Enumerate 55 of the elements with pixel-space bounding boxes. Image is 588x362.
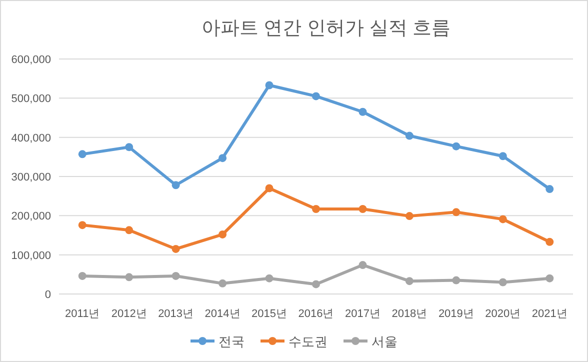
point bbox=[218, 154, 227, 162]
point bbox=[546, 238, 554, 246]
point bbox=[546, 274, 554, 282]
y-tick-label: 400,000 bbox=[11, 132, 51, 144]
x-tick-label: 2017년 bbox=[344, 308, 380, 320]
point bbox=[218, 230, 227, 238]
point bbox=[265, 274, 274, 282]
x-tick-label: 2011년 bbox=[65, 308, 100, 320]
point bbox=[312, 205, 320, 214]
x-tick-label: 2021년 bbox=[532, 308, 568, 320]
point bbox=[172, 272, 180, 280]
point bbox=[452, 276, 460, 284]
point bbox=[358, 108, 367, 116]
legend-label: 수도권 bbox=[288, 334, 328, 349]
legend-label: 서울 bbox=[372, 334, 398, 349]
point bbox=[125, 143, 134, 152]
point bbox=[452, 208, 460, 216]
x-tick-label: 2015년 bbox=[252, 308, 288, 320]
y-tick-label: 100,000 bbox=[11, 250, 51, 262]
point bbox=[546, 185, 554, 194]
point bbox=[78, 272, 86, 280]
x-tick-label: 2016년 bbox=[298, 308, 334, 320]
point bbox=[312, 280, 320, 288]
point bbox=[452, 142, 460, 150]
point bbox=[405, 212, 414, 220]
point bbox=[312, 92, 320, 100]
point bbox=[125, 273, 134, 282]
point bbox=[358, 261, 367, 270]
chart-title: 아파트 연간 인허가 실적 흐름 bbox=[201, 18, 451, 39]
x-tick-label: 2020년 bbox=[485, 308, 521, 320]
point bbox=[498, 215, 507, 224]
point bbox=[265, 184, 274, 192]
point bbox=[358, 205, 367, 214]
x-tick-label: 2012년 bbox=[111, 308, 147, 320]
point bbox=[218, 279, 227, 288]
point bbox=[172, 244, 180, 253]
y-tick-label: 600,000 bbox=[11, 54, 51, 66]
point bbox=[265, 81, 274, 90]
point bbox=[78, 221, 86, 230]
point bbox=[498, 152, 507, 160]
point bbox=[125, 226, 134, 234]
x-tick-label: 2013년 bbox=[158, 308, 194, 320]
x-tick-label: 2018년 bbox=[392, 308, 428, 320]
y-tick-label: 0 bbox=[44, 289, 51, 301]
point bbox=[498, 278, 507, 286]
point bbox=[78, 150, 86, 158]
y-tick-label: 500,000 bbox=[11, 93, 51, 106]
y-tick-label: 300,000 bbox=[11, 172, 51, 184]
point bbox=[405, 277, 414, 286]
legend-label: 전국 bbox=[218, 334, 244, 349]
x-tick-label: 2014년 bbox=[204, 308, 240, 320]
y-tick-label: 200,000 bbox=[11, 210, 51, 223]
point bbox=[172, 181, 180, 190]
x-tick-label: 2019년 bbox=[438, 308, 474, 320]
point bbox=[405, 132, 414, 140]
